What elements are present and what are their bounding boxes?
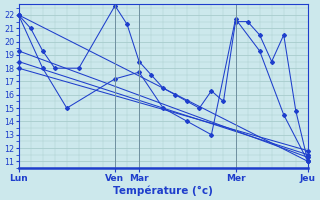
X-axis label: Température (°c): Température (°c) [113, 185, 213, 196]
